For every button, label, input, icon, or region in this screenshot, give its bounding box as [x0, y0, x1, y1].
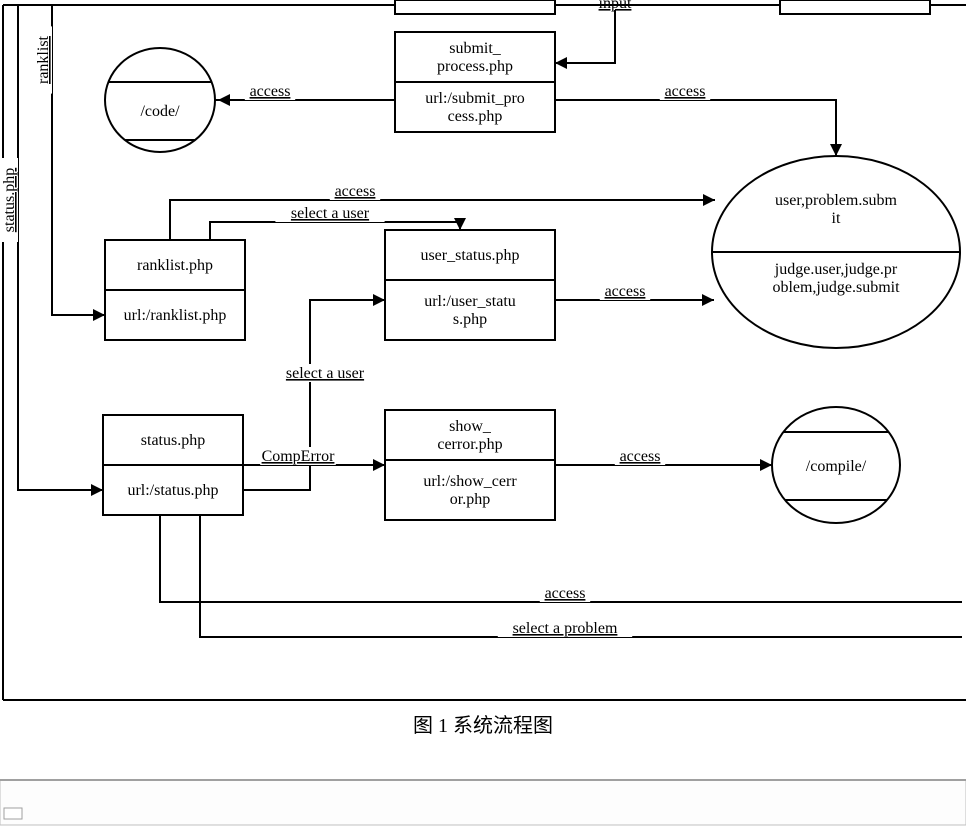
edgelabel-ranklist-to-db-access: access [335, 183, 376, 200]
edgelabel-left-vert-status: status.php [1, 168, 18, 232]
ranklist [105, 240, 245, 340]
edgelabel-userstatus-to-db: access [605, 283, 646, 300]
svg-text:status.php: status.php [141, 432, 205, 449]
edgelabel-cerror-to-compile: access [620, 448, 661, 465]
edge-left-vert-ranklist [52, 5, 105, 315]
edgelabel-status-select-problem: select a problem [513, 620, 618, 637]
svg-text:图 1 系统流程图: 图 1 系统流程图 [413, 714, 553, 737]
svg-text:url:/ranklist.php: url:/ranklist.php [124, 307, 227, 324]
edgelabel-left-vert-ranklist: ranklist [35, 35, 52, 84]
svg-text:ranklist.php: ranklist.php [137, 257, 213, 274]
edgelabel-status-to-cerror: CompError [262, 448, 336, 465]
svg-text:user_status.php: user_status.php [420, 247, 519, 264]
svg-text:/compile/: /compile/ [806, 458, 867, 475]
footer-bar [0, 780, 966, 825]
edge-status-select-problem [200, 515, 962, 637]
svg-text:judge.user,judge.problem,judge: judge.user,judge.problem,judge.submit [772, 261, 900, 296]
status [103, 415, 243, 515]
edgelabel-submit-to-db: access [665, 83, 706, 100]
edgelabel-status-to-userstatus: select a user [286, 365, 365, 382]
edgelabel-submit-to-code: access [250, 83, 291, 100]
edgelabel-ranklist-to-userstatus: select a user [291, 205, 370, 222]
edgelabel-status-access-right: access [545, 585, 586, 602]
edge-submit-to-db [555, 100, 836, 156]
code [105, 48, 215, 152]
edge-input-down [555, 10, 615, 63]
database [712, 156, 960, 348]
edge-left-vert-status [18, 5, 103, 490]
svg-text:/code/: /code/ [140, 103, 180, 120]
svg-text:url:/status.php: url:/status.php [127, 482, 218, 499]
